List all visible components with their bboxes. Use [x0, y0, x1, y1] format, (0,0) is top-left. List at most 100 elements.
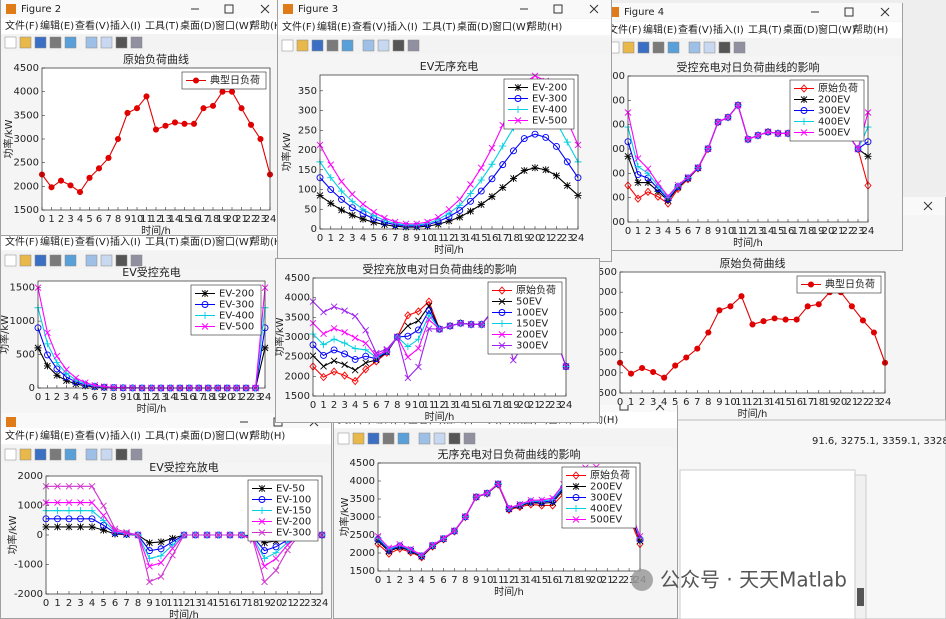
toolbar-button[interactable]	[19, 254, 32, 267]
toolbar-button[interactable]	[115, 448, 128, 461]
toolbar-button[interactable]	[637, 41, 650, 54]
toolbar-button[interactable]	[733, 41, 746, 54]
menu-item[interactable]: 文件(F)	[282, 20, 316, 33]
menu-item[interactable]: 文件(F)	[5, 235, 39, 248]
toolbar-button[interactable]	[49, 254, 62, 267]
menu-item[interactable]: 窗口(W)	[492, 20, 530, 33]
menu-item[interactable]: 帮助(H)	[250, 235, 285, 248]
toolbar-button[interactable]	[19, 448, 32, 461]
toolbar-button[interactable]	[85, 36, 98, 49]
menu-item[interactable]: 查看(V)	[75, 19, 110, 32]
toolbar-button[interactable]	[652, 41, 665, 54]
toolbar-button[interactable]	[392, 39, 405, 52]
toolbar-button[interactable]	[667, 41, 680, 54]
menu-item[interactable]: 文件(F)	[5, 19, 39, 32]
toolbar-button[interactable]	[718, 41, 731, 54]
toolbar-button[interactable]	[4, 254, 17, 267]
menu-item[interactable]: 窗口(W)	[215, 235, 253, 248]
menu-item[interactable]: 帮助(H)	[527, 20, 562, 33]
toolbar-button[interactable]	[688, 41, 701, 54]
toolbar-button[interactable]	[448, 432, 461, 445]
menu-item[interactable]: 编辑(E)	[317, 20, 351, 33]
toolbar-button[interactable]	[19, 36, 32, 49]
toolbar-button[interactable]	[130, 36, 143, 49]
toolbar-button[interactable]	[100, 36, 113, 49]
menu-item[interactable]: 编辑(E)	[40, 19, 74, 32]
toolbar-button[interactable]	[4, 36, 17, 49]
toolbar-button[interactable]	[115, 36, 128, 49]
maximize-button[interactable]	[619, 402, 629, 411]
menu-item[interactable]: 帮助(H)	[853, 23, 888, 36]
menu-item[interactable]: 查看(V)	[678, 23, 713, 36]
menu-item[interactable]: 查看(V)	[75, 235, 110, 248]
toolbar-button[interactable]	[367, 432, 380, 445]
menu-item[interactable]: 桌面(D)	[457, 20, 493, 33]
menu-item[interactable]: 桌面(D)	[180, 235, 216, 248]
toolbar-button[interactable]	[341, 39, 354, 52]
close-button[interactable]	[880, 7, 890, 17]
toolbar-button[interactable]	[49, 36, 62, 49]
toolbar-button[interactable]	[100, 448, 113, 461]
menu-item[interactable]: 桌面(D)	[180, 429, 216, 442]
menu-item[interactable]: 工具(T)	[145, 236, 179, 248]
menu-item[interactable]: 编辑(E)	[40, 235, 74, 248]
menu-item[interactable]: 插入(I)	[387, 20, 418, 33]
menu-item[interactable]: 编辑(E)	[40, 429, 74, 442]
toolbar-button[interactable]	[362, 39, 375, 52]
toolbar-button[interactable]	[703, 41, 716, 54]
close-button[interactable]	[923, 201, 933, 211]
toolbar-button[interactable]	[85, 254, 98, 267]
toolbar-button[interactable]	[352, 432, 365, 445]
toolbar-button[interactable]	[64, 448, 77, 461]
menu-item[interactable]: 工具(T)	[145, 20, 179, 32]
menu-item[interactable]: 查看(V)	[352, 20, 387, 33]
toolbar-button[interactable]	[463, 432, 476, 445]
menu-item[interactable]: 文件(F)	[608, 23, 642, 36]
toolbar-button[interactable]	[4, 448, 17, 461]
toolbar-button[interactable]	[49, 448, 62, 461]
menu-item[interactable]: 查看(V)	[75, 429, 110, 442]
toolbar-button[interactable]	[337, 432, 350, 445]
menu-item[interactable]: 帮助(H)	[250, 429, 285, 442]
toolbar-button[interactable]	[34, 254, 47, 267]
toolbar-button[interactable]	[64, 254, 77, 267]
menu-item[interactable]: 编辑(E)	[643, 23, 677, 36]
menu-item[interactable]: 插入(I)	[110, 429, 141, 442]
menu-item[interactable]: 插入(I)	[713, 23, 744, 36]
close-button[interactable]	[655, 402, 665, 411]
menu-item[interactable]: 窗口(W)	[215, 19, 253, 32]
toolbar-button[interactable]	[311, 39, 324, 52]
toolbar-button[interactable]	[85, 448, 98, 461]
toolbar-button[interactable]	[407, 39, 420, 52]
toolbar-button[interactable]	[433, 432, 446, 445]
toolbar-button[interactable]	[100, 254, 113, 267]
toolbar-button[interactable]	[326, 39, 339, 52]
close-button[interactable]	[260, 4, 270, 14]
menu-item[interactable]: 插入(I)	[110, 19, 141, 32]
toolbar-button[interactable]	[64, 36, 77, 49]
menu-item[interactable]: 文件(F)	[5, 429, 39, 442]
toolbar-button[interactable]	[34, 36, 47, 49]
toolbar-button[interactable]	[115, 254, 128, 267]
scroll-thumb[interactable]	[857, 588, 864, 606]
toolbar-button[interactable]	[281, 39, 294, 52]
menu-item[interactable]: 工具(T)	[422, 21, 456, 33]
menu-item[interactable]: 桌面(D)	[180, 19, 216, 32]
toolbar-button[interactable]	[296, 39, 309, 52]
menu-item[interactable]: 桌面(D)	[783, 23, 819, 36]
menu-item[interactable]: 工具(T)	[145, 430, 179, 442]
menu-item[interactable]: 窗口(W)	[215, 429, 253, 442]
toolbar-button[interactable]	[382, 432, 395, 445]
toolbar-button[interactable]	[622, 41, 635, 54]
toolbar-button[interactable]	[377, 39, 390, 52]
maximize-button[interactable]	[224, 4, 234, 14]
toolbar-button[interactable]	[418, 432, 431, 445]
toolbar-button[interactable]	[130, 254, 143, 267]
toolbar-button[interactable]	[397, 432, 410, 445]
menu-item[interactable]: 帮助(H)	[250, 19, 285, 32]
maximize-button[interactable]	[844, 7, 854, 17]
maximize-button[interactable]	[553, 4, 563, 14]
toolbar-button[interactable]	[34, 448, 47, 461]
close-button[interactable]	[589, 4, 599, 14]
menu-item[interactable]: 插入(I)	[110, 235, 141, 248]
